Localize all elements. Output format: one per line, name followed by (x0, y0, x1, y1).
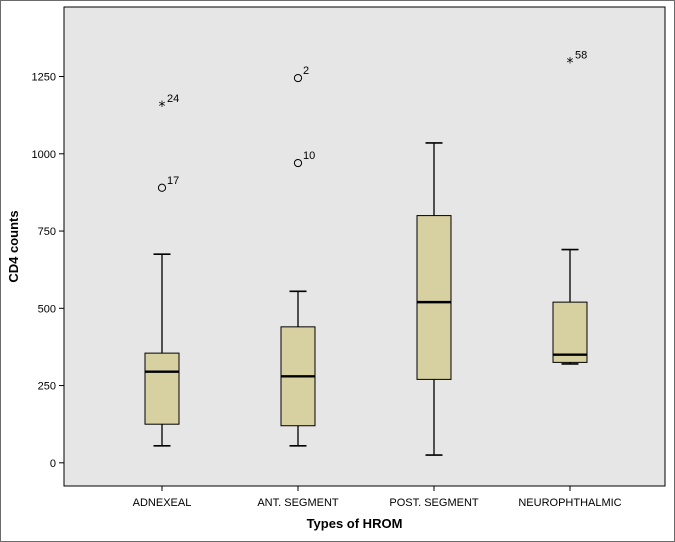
outlier-label: 24 (167, 93, 179, 105)
box-neurophthalmic: *58 (552, 50, 588, 365)
y-axis-ticks: 0 250 500 750 1000 1250 (32, 72, 64, 470)
y-tick-label: 1250 (32, 72, 56, 84)
box-post-segment (416, 142, 452, 456)
x-axis-ticks: ADNEXEAL ANT. SEGMENT POST. SEGMENT NEUROPH… (133, 486, 622, 509)
y-tick-label: 500 (38, 303, 56, 315)
y-tick-label: 250 (38, 381, 56, 393)
outlier-circle (157, 183, 167, 192)
box-adnexeal: 17 * 24 (144, 93, 180, 447)
x-category-label: NEUROPHTHALMIC (518, 497, 621, 509)
box-ant-segment: 10 2 (280, 65, 316, 447)
iqr-box (144, 352, 180, 425)
x-category-label: ANT. SEGMENT (257, 497, 339, 509)
outlier-label: 2 (303, 65, 309, 77)
outlier-star: * (159, 99, 166, 115)
y-tick-label: 750 (38, 226, 56, 238)
outlier-label: 10 (303, 150, 315, 162)
iqr-box (552, 301, 588, 363)
outlier-star: * (567, 56, 574, 72)
x-axis-title: Types of HROM (307, 516, 403, 531)
outlier-circle (293, 158, 303, 168)
y-axis-title: CD4 counts (6, 210, 21, 282)
y-tick-label: 0 (50, 458, 56, 470)
x-category-label: POST. SEGMENT (389, 497, 479, 509)
iqr-box (416, 215, 452, 380)
outlier-label: 17 (167, 175, 179, 187)
x-category-label: ADNEXEAL (133, 497, 192, 509)
outlier-label: 58 (575, 50, 587, 62)
y-tick-label: 1000 (32, 149, 56, 161)
outlier-circle (293, 73, 303, 83)
